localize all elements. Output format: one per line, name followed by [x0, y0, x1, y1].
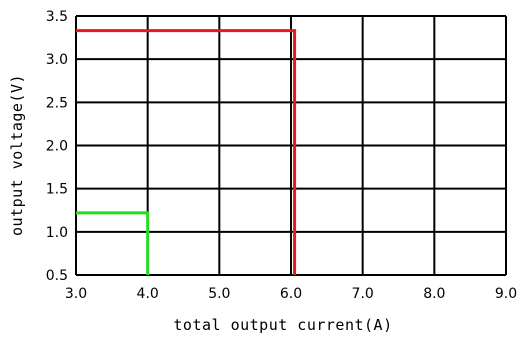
- y-axis-title: output voltage(V): [8, 74, 26, 236]
- y-tick-label: 1.5: [46, 182, 68, 198]
- x-tick-label: 5.0: [208, 286, 230, 302]
- x-tick-label: 3.0: [65, 286, 87, 302]
- y-tick-label: 3.5: [46, 9, 68, 25]
- x-tick-label: 6.0: [280, 286, 302, 302]
- y-tick-label: 0.5: [46, 268, 68, 284]
- series-line-2: [76, 211, 150, 275]
- x-tick-label: 7.0: [352, 286, 374, 302]
- y-tick-label: 2.5: [46, 95, 68, 111]
- y-tick-labels: 0.5 1.0 1.5 2.0 2.5 3.0 3.5: [46, 9, 68, 284]
- x-tick-label: 4.0: [137, 286, 159, 302]
- series-layer: [76, 29, 297, 275]
- y-tick-label: 2.0: [46, 139, 68, 155]
- x-tick-labels: 3.0 4.0 5.0 6.0 7.0 8.0 9.0: [65, 286, 517, 302]
- grid: [75, 15, 507, 276]
- series-line-1: [76, 29, 297, 275]
- x-axis-title: total output current(A): [173, 316, 392, 334]
- x-tick-label: 9.0: [495, 286, 517, 302]
- y-tick-label: 3.0: [46, 52, 68, 68]
- y-tick-label: 1.0: [46, 225, 68, 241]
- x-tick-label: 8.0: [423, 286, 445, 302]
